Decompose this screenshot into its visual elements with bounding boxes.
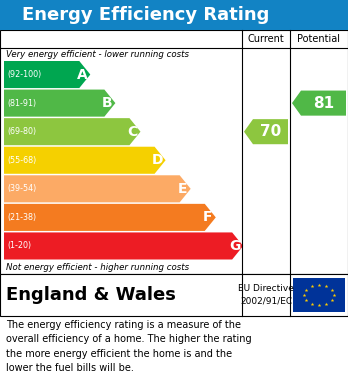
Text: (1-20): (1-20) xyxy=(7,242,31,251)
Text: Potential: Potential xyxy=(298,34,340,44)
Bar xyxy=(0,0,348,30)
Text: 81: 81 xyxy=(313,96,334,111)
Text: E: E xyxy=(178,182,188,196)
Text: (69-80): (69-80) xyxy=(7,127,36,136)
Bar xyxy=(0,274,348,316)
Text: (39-54): (39-54) xyxy=(7,184,36,193)
Bar xyxy=(0,30,348,274)
Text: Very energy efficient - lower running costs: Very energy efficient - lower running co… xyxy=(6,50,189,59)
Text: G: G xyxy=(229,239,241,253)
Text: England & Wales: England & Wales xyxy=(6,286,176,304)
Text: Energy Efficiency Rating: Energy Efficiency Rating xyxy=(23,6,270,24)
Polygon shape xyxy=(4,90,116,117)
Text: (55-68): (55-68) xyxy=(7,156,36,165)
Polygon shape xyxy=(4,118,141,145)
Text: F: F xyxy=(203,210,213,224)
Polygon shape xyxy=(244,119,288,144)
Text: EU Directive
2002/91/EC: EU Directive 2002/91/EC xyxy=(238,284,294,306)
Polygon shape xyxy=(4,204,216,231)
Text: Current: Current xyxy=(248,34,284,44)
Text: (21-38): (21-38) xyxy=(7,213,36,222)
Text: B: B xyxy=(102,96,113,110)
Text: A: A xyxy=(77,68,88,82)
Polygon shape xyxy=(4,232,243,260)
Bar xyxy=(293,278,345,312)
Text: D: D xyxy=(152,153,163,167)
Polygon shape xyxy=(4,147,166,174)
Text: Not energy efficient - higher running costs: Not energy efficient - higher running co… xyxy=(6,263,189,272)
Text: C: C xyxy=(127,125,137,139)
Text: (81-91): (81-91) xyxy=(7,99,36,108)
Bar xyxy=(0,316,348,391)
Polygon shape xyxy=(292,91,346,116)
Text: (92-100): (92-100) xyxy=(7,70,41,79)
Polygon shape xyxy=(4,61,90,88)
Text: The energy efficiency rating is a measure of the
overall efficiency of a home. T: The energy efficiency rating is a measur… xyxy=(6,320,252,373)
Polygon shape xyxy=(4,175,191,203)
Text: 70: 70 xyxy=(260,124,281,139)
